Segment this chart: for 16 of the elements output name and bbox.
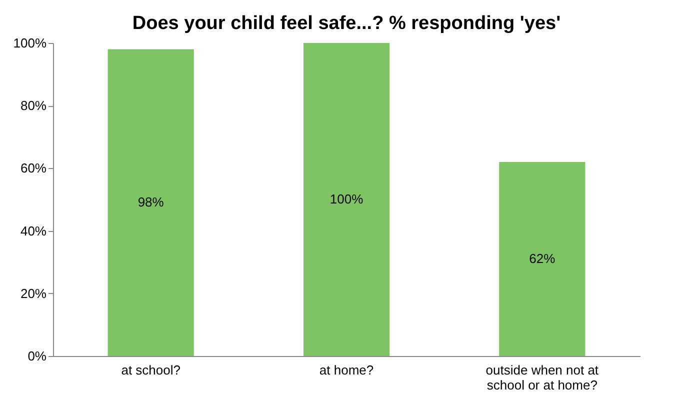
y-tick-label: 100%	[13, 36, 47, 50]
bar	[303, 43, 390, 356]
y-tick-label: 0%	[28, 348, 47, 364]
data-label: 62%	[529, 250, 556, 266]
y-tick-label: 40%	[20, 223, 47, 238]
y-tick-label: 60%	[20, 160, 47, 176]
y-tick-label: 80%	[20, 98, 47, 114]
y-tick-label: 20%	[20, 286, 47, 301]
chart-title: Does your child feel safe...? % responding 'yes'	[132, 13, 561, 34]
data-label: 98%	[138, 194, 164, 210]
bar	[499, 162, 586, 356]
data-label: 100%	[330, 192, 364, 206]
x-tick-label: at home?	[319, 362, 374, 378]
x-tick-label: outside when not at school or at home?	[486, 362, 599, 392]
bar	[108, 49, 194, 356]
x-tick-label: at school?	[121, 362, 180, 378]
